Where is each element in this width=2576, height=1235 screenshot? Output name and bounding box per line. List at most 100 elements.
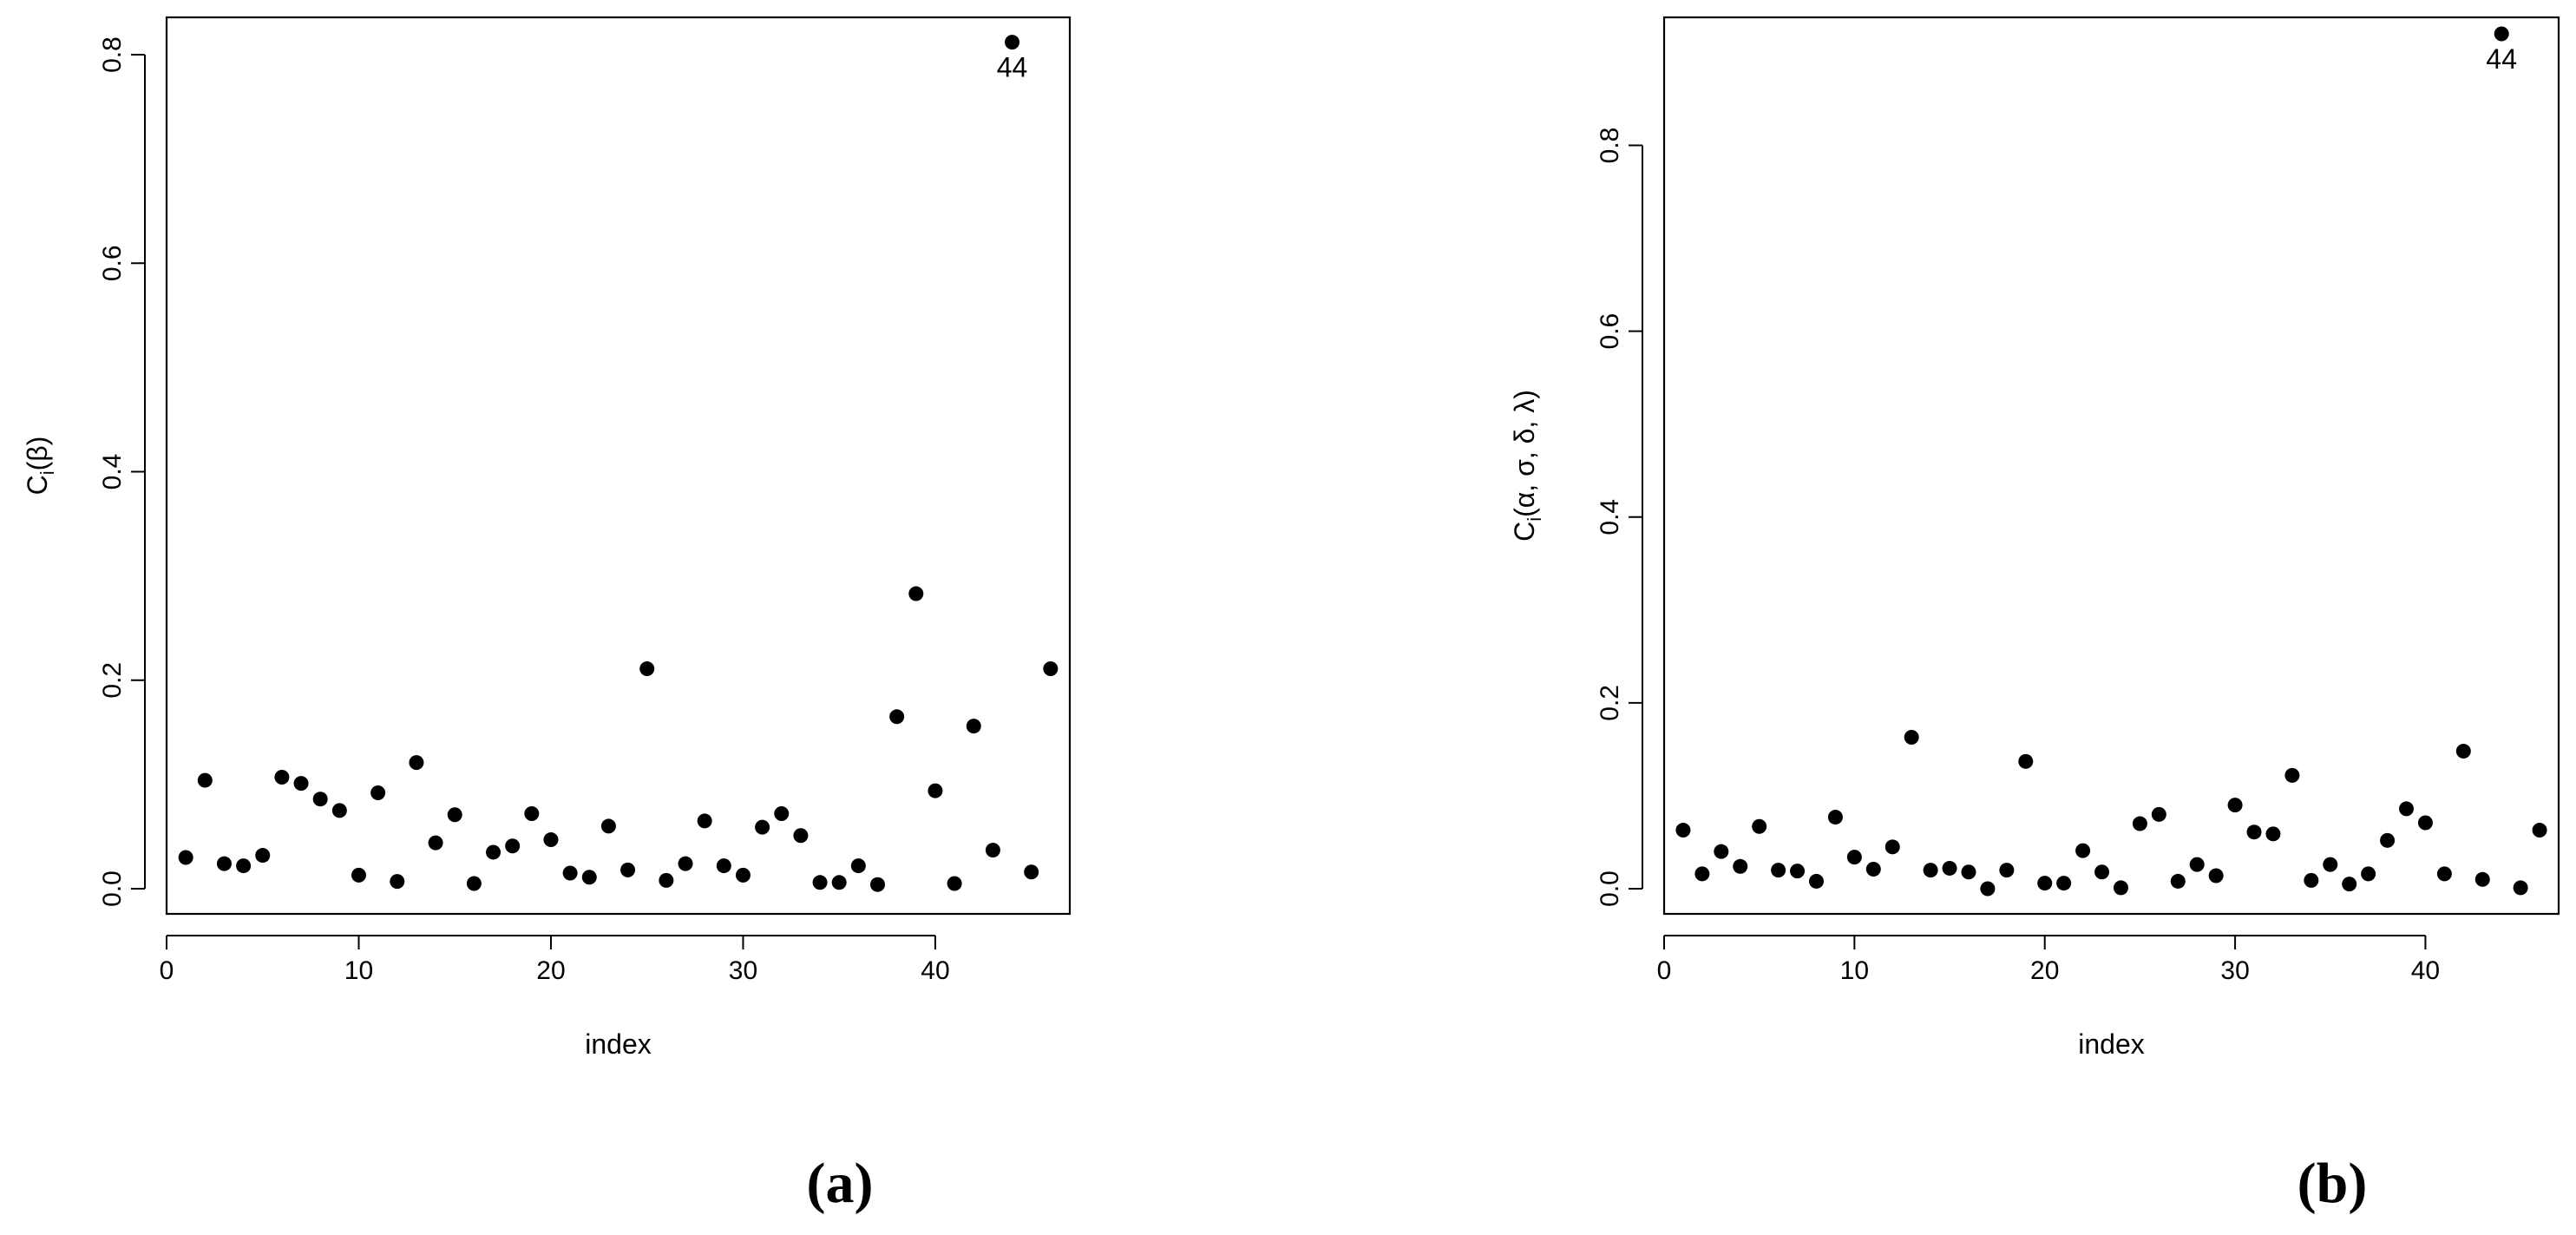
- data-point: [1714, 844, 1729, 859]
- y-tick-label: 0.6: [98, 245, 127, 281]
- point-annotation: 44: [2486, 43, 2517, 75]
- y-axis-label: Ci(α, σ, δ, λ): [1509, 390, 1545, 542]
- data-point: [2113, 880, 2128, 896]
- data-point: [812, 875, 828, 890]
- x-tick-label: 30: [2220, 956, 2249, 985]
- y-tick-label: 0.8: [1596, 128, 1624, 164]
- data-point: [927, 783, 943, 798]
- data-point: [293, 776, 309, 792]
- data-point: [2189, 857, 2205, 872]
- data-point: [908, 586, 924, 601]
- x-tick-label: 30: [729, 956, 757, 985]
- data-point: [1884, 839, 1900, 855]
- data-point: [678, 856, 693, 871]
- data-point: [1790, 864, 1806, 879]
- data-point: [870, 877, 886, 892]
- data-point: [255, 848, 271, 864]
- data-point: [2208, 868, 2224, 884]
- x-tick-label: 10: [344, 956, 373, 985]
- x-tick-label: 40: [2411, 956, 2440, 985]
- data-point: [620, 862, 636, 877]
- data-point: [1733, 858, 1748, 874]
- data-point: [2361, 866, 2376, 882]
- data-point: [2056, 876, 2072, 891]
- data-point: [409, 755, 424, 771]
- data-point: [985, 843, 1000, 858]
- data-point: [312, 792, 328, 807]
- data-point: [600, 818, 616, 834]
- data-point: [543, 832, 559, 848]
- data-point: [1999, 863, 2015, 878]
- data-point: [2399, 801, 2415, 817]
- data-point: [1771, 863, 1786, 878]
- data-point: [1005, 35, 1020, 50]
- data-point: [236, 858, 252, 874]
- data-point: [697, 813, 712, 829]
- data-point: [1942, 860, 1957, 876]
- data-point: [274, 769, 290, 785]
- data-point: [2037, 876, 2053, 891]
- data-point: [735, 867, 751, 883]
- data-point: [639, 661, 655, 677]
- data-point: [2304, 872, 2319, 888]
- data-point: [2284, 767, 2300, 783]
- y-tick-label: 0.4: [1596, 499, 1624, 535]
- x-tick-label: 0: [1657, 956, 1672, 985]
- y-tick-label: 0.4: [98, 454, 127, 490]
- chart-panel-a: 0 10 20 30 40 0.0 0.2 0.4 0.6 0.8 index Ci(β) 44 (a): [22, 16, 1072, 1215]
- data-point: [2323, 857, 2338, 872]
- data-point: [1961, 864, 1976, 880]
- data-point: [716, 858, 731, 874]
- data-point: [370, 785, 386, 800]
- data-point: [755, 819, 770, 835]
- data-point: [1808, 873, 1824, 889]
- x-tick-label: 20: [536, 956, 565, 985]
- data-point: [2494, 26, 2509, 42]
- data-point: [505, 838, 521, 854]
- data-point: [2094, 864, 2110, 880]
- data-point: [216, 856, 232, 871]
- data-point: [2227, 798, 2243, 813]
- data-point: [2474, 871, 2490, 887]
- data-point: [562, 865, 578, 881]
- y-tick-label: 0.0: [98, 870, 127, 907]
- data-point: [1694, 866, 1710, 882]
- data-point: [1024, 864, 1039, 880]
- point-annotation: 44: [997, 52, 1028, 83]
- x-axis-label: index: [585, 1028, 652, 1060]
- data-point: [466, 876, 482, 891]
- data-point: [2170, 873, 2186, 889]
- data-point: [390, 874, 405, 890]
- x-tick-label: 20: [2030, 956, 2059, 985]
- data-point: [2075, 843, 2091, 858]
- data-point: [2532, 823, 2547, 838]
- data-point: [331, 803, 347, 818]
- x-tick-label: 40: [921, 956, 949, 985]
- data-point: [178, 850, 193, 865]
- data-point: [1980, 881, 1996, 897]
- chart-panel-b: 0 10 20 30 40 0.0 0.2 0.4 0.6 0.8 index Ci(α, σ, δ,…: [1509, 16, 2560, 1215]
- data-point: [351, 867, 366, 883]
- data-point: [486, 844, 501, 860]
- y-tick-label: 0.2: [98, 662, 127, 699]
- data-point: [2018, 753, 2034, 769]
- data-point: [774, 806, 790, 822]
- data-point: [889, 709, 905, 725]
- data-point: [1827, 810, 1843, 825]
- data-point: [1846, 850, 1862, 865]
- data-point: [1904, 729, 1919, 745]
- x-tick-label: 0: [160, 956, 174, 985]
- y-tick-label: 0.2: [1596, 685, 1624, 721]
- plot-frame: [1662, 16, 2560, 916]
- data-point: [947, 876, 962, 891]
- data-point: [2513, 880, 2528, 896]
- data-point: [2342, 877, 2357, 892]
- data-point: [966, 719, 981, 734]
- y-tick-label: 0.8: [98, 36, 127, 73]
- data-point: [793, 828, 809, 844]
- data-point: [2455, 744, 2471, 759]
- y-tick-label: 0.6: [1596, 313, 1624, 350]
- data-point: [2436, 866, 2452, 882]
- y-axis-label: Ci(β): [22, 437, 58, 496]
